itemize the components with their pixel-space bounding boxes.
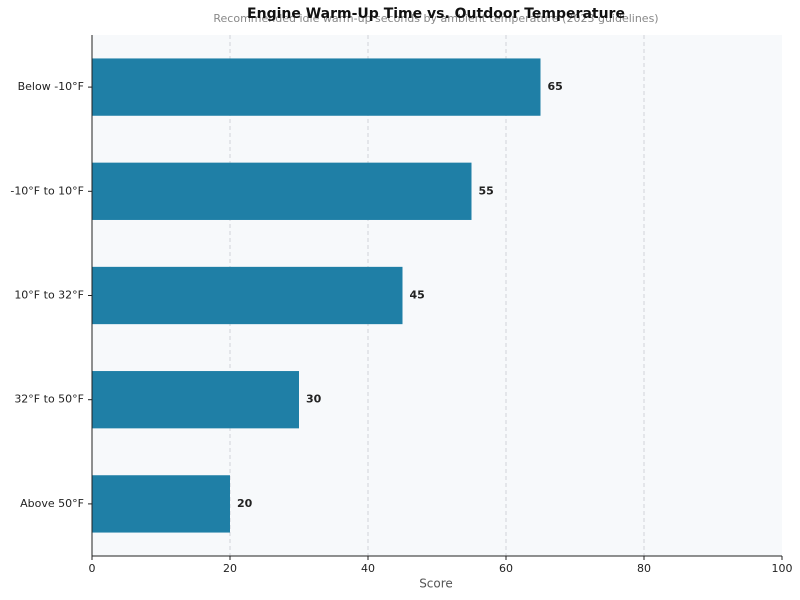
x-tick-label: 100 [772,562,793,575]
value-label: 20 [237,497,253,510]
y-tick-label: Above 50°F [20,497,84,510]
x-tick-label: 20 [223,562,237,575]
bar [92,266,403,325]
value-label: 30 [306,393,322,406]
x-tick-label: 80 [637,562,651,575]
y-tick-label: -10°F to 10°F [10,184,84,197]
y-tick-label: 10°F to 32°F [14,289,84,302]
bar [92,162,472,220]
value-label: 65 [548,80,563,93]
bar [92,58,541,116]
x-axis-label: Score [419,577,453,591]
x-tick-label: 0 [89,562,96,575]
value-label: 45 [410,289,425,302]
y-tick-label: Below -10°F [18,80,84,93]
y-tick-label: 32°F to 50°F [14,393,84,406]
chart-title: Engine Warm-Up Time vs. Outdoor Temperat… [247,6,625,22]
bar [92,371,299,429]
bar [92,475,230,533]
chart-subtitle: Recommended idle warm-up seconds by ambi… [213,12,658,25]
x-tick-label: 40 [361,562,375,575]
x-tick-label: 60 [499,562,513,575]
value-label: 55 [479,184,494,197]
